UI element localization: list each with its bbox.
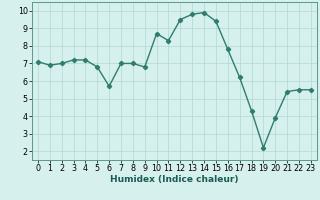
X-axis label: Humidex (Indice chaleur): Humidex (Indice chaleur) [110, 175, 239, 184]
